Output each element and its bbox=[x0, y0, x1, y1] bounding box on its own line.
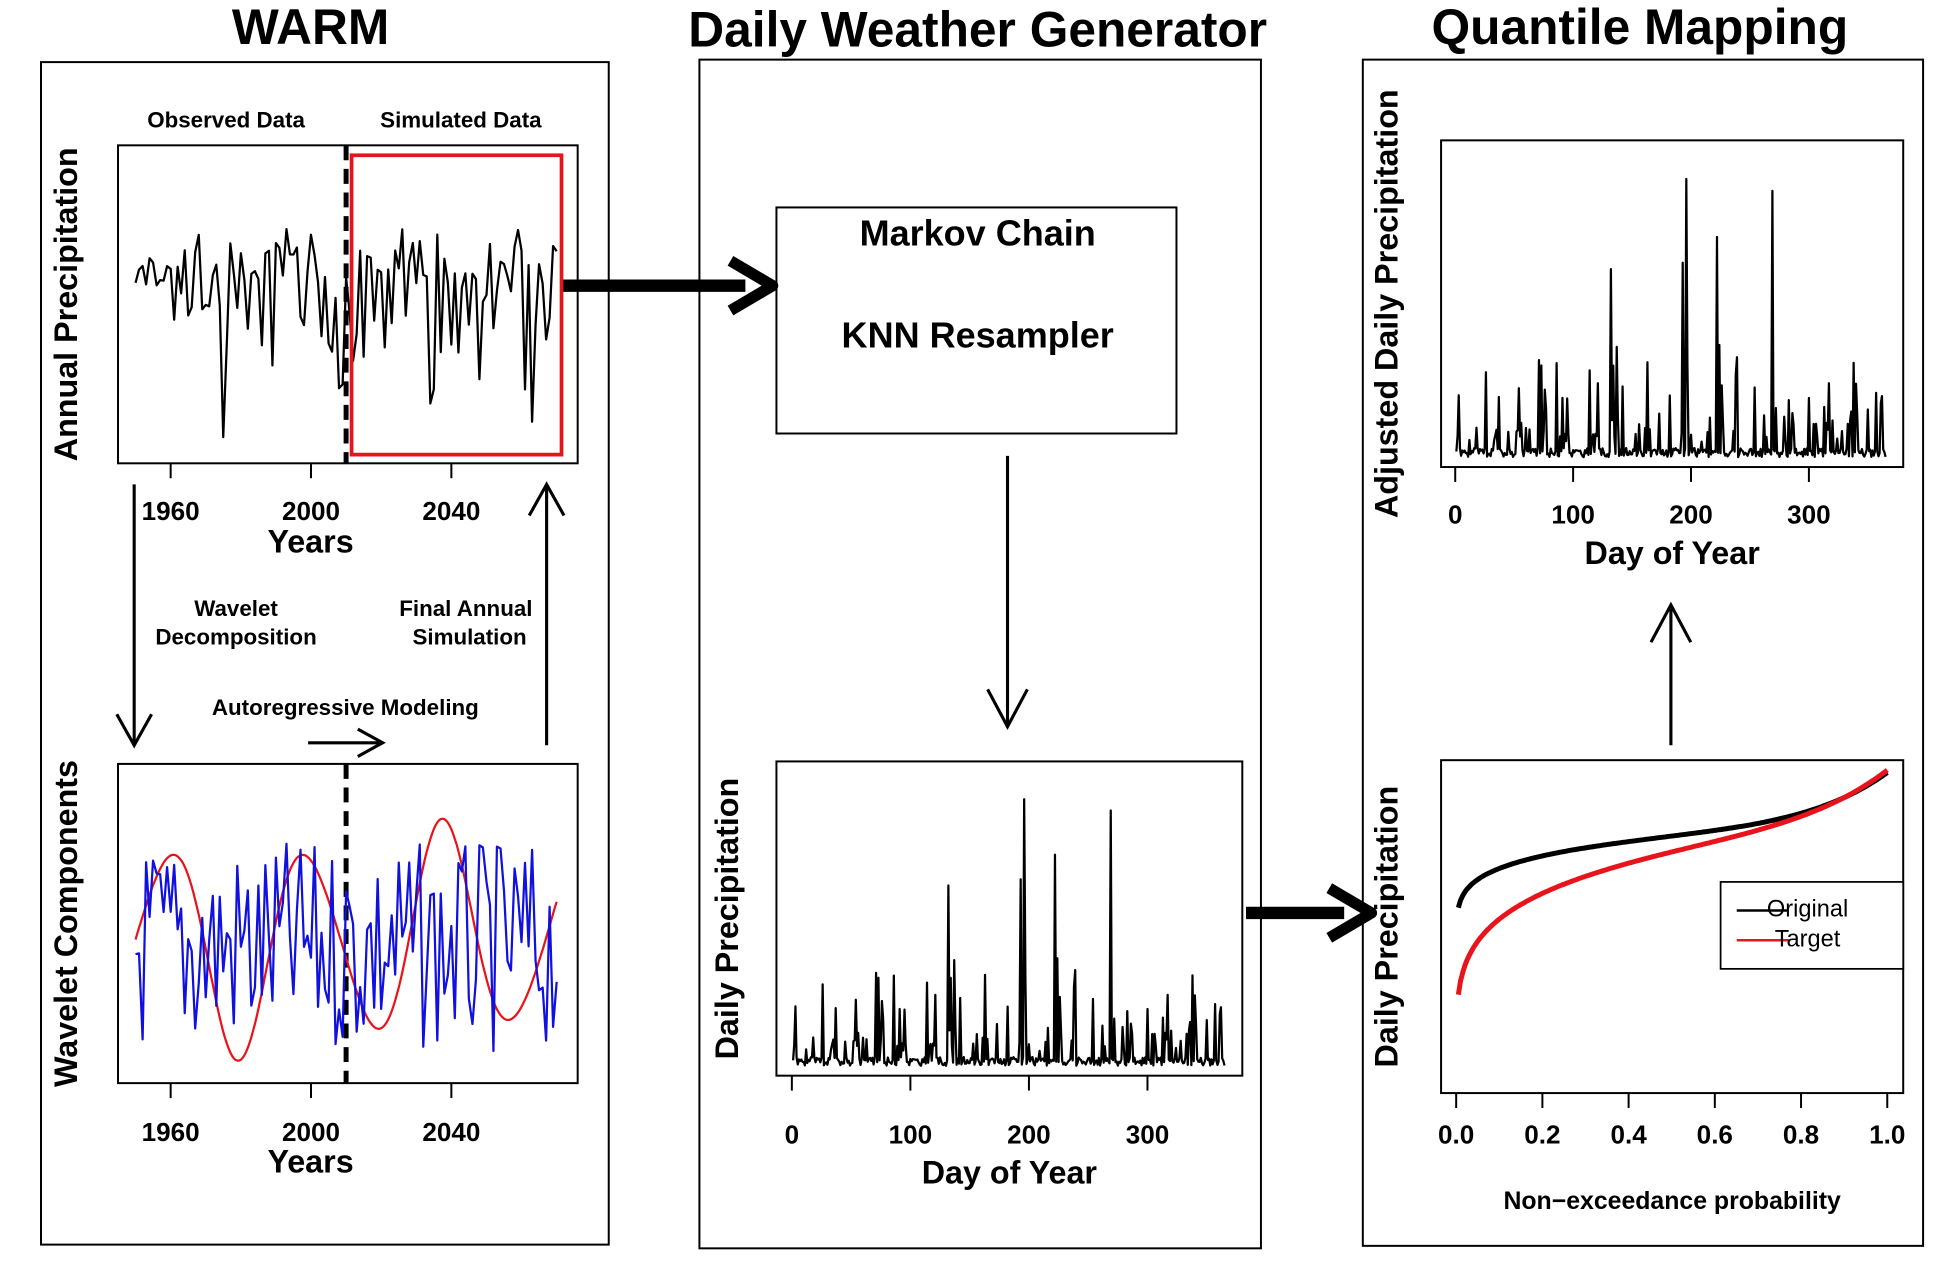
y-axis-label: Adjusted Daily Precipitation bbox=[1368, 89, 1404, 518]
x-tick-label: 200 bbox=[1669, 500, 1713, 530]
arrow-head bbox=[115, 713, 153, 749]
x-axis-label: Years bbox=[267, 1143, 353, 1179]
box-label: KNN Resampler bbox=[842, 314, 1114, 355]
x-tick-label: 0.8 bbox=[1783, 1119, 1819, 1149]
y-axis-label: Wavelet Components bbox=[48, 760, 84, 1087]
arrow-head bbox=[986, 688, 1029, 730]
column-title: WARM bbox=[232, 0, 389, 55]
generator-panel bbox=[698, 58, 1262, 1250]
series-line bbox=[1455, 177, 1887, 459]
x-tick-label: 2040 bbox=[422, 496, 480, 526]
annotation: Observed Data bbox=[147, 108, 305, 133]
legend-label: Original bbox=[1767, 897, 1848, 923]
series-line bbox=[791, 798, 1226, 1067]
series-line bbox=[134, 228, 558, 439]
x-tick-label: 300 bbox=[1787, 500, 1831, 530]
plot-frame bbox=[1440, 139, 1905, 469]
step-label: Simulation bbox=[412, 624, 526, 649]
x-tick-label: 0.2 bbox=[1524, 1119, 1560, 1149]
step-label: Final Annual bbox=[399, 596, 532, 621]
annotation: Simulated Data bbox=[380, 108, 542, 133]
legend-label: Target bbox=[1775, 927, 1841, 953]
plot-frame bbox=[775, 760, 1244, 1077]
x-tick-label: 0 bbox=[1448, 500, 1463, 530]
quantile-panel bbox=[1361, 58, 1925, 1247]
x-tick-label: 1.0 bbox=[1869, 1119, 1905, 1149]
series-line bbox=[1455, 768, 1889, 996]
x-tick-label: 100 bbox=[889, 1119, 933, 1149]
step-label: Decomposition bbox=[155, 624, 316, 649]
x-tick-label: 0.4 bbox=[1610, 1119, 1647, 1149]
x-tick-label: 200 bbox=[1007, 1119, 1051, 1149]
y-axis-label: Daily Precipitation bbox=[1368, 786, 1404, 1068]
arrow-head bbox=[1326, 883, 1378, 943]
x-tick-label: 1960 bbox=[142, 496, 200, 526]
x-tick-label: 0.0 bbox=[1438, 1119, 1474, 1149]
legend-box bbox=[1719, 881, 1905, 970]
x-axis-label: Day of Year bbox=[922, 1155, 1098, 1191]
series-line bbox=[135, 842, 558, 1053]
arrow-head bbox=[527, 481, 566, 517]
x-axis-label: Day of Year bbox=[1585, 535, 1761, 571]
x-tick-label: 0 bbox=[785, 1119, 800, 1149]
generator-box bbox=[775, 206, 1178, 435]
step-label: Wavelet bbox=[194, 596, 278, 621]
series-line bbox=[134, 817, 558, 1062]
x-tick-label: 300 bbox=[1126, 1119, 1170, 1149]
arrow-head bbox=[727, 256, 779, 316]
simulation-box bbox=[349, 153, 564, 457]
x-tick-label: 2000 bbox=[282, 496, 340, 526]
y-axis-label: Annual Precipitation bbox=[48, 147, 84, 461]
step-label: Autoregressive Modeling bbox=[212, 695, 479, 720]
x-tick-label: 1960 bbox=[142, 1117, 200, 1147]
column-title: Daily Weather Generator bbox=[688, 2, 1267, 58]
x-axis-label: Non−exceedance probability bbox=[1503, 1188, 1841, 1215]
x-tick-label: 2040 bbox=[422, 1117, 480, 1147]
column-title: Quantile Mapping bbox=[1431, 0, 1848, 55]
x-tick-label: 2000 bbox=[282, 1117, 340, 1147]
box-label: Markov Chain bbox=[860, 213, 1096, 254]
x-tick-label: 0.6 bbox=[1697, 1119, 1733, 1149]
y-axis-label: Daily Precipitation bbox=[709, 778, 745, 1060]
x-axis-label: Years bbox=[267, 524, 353, 560]
x-tick-label: 100 bbox=[1551, 500, 1595, 530]
arrow-head bbox=[357, 727, 386, 758]
arrow-head bbox=[1649, 601, 1693, 643]
warm-panel bbox=[40, 61, 610, 1246]
